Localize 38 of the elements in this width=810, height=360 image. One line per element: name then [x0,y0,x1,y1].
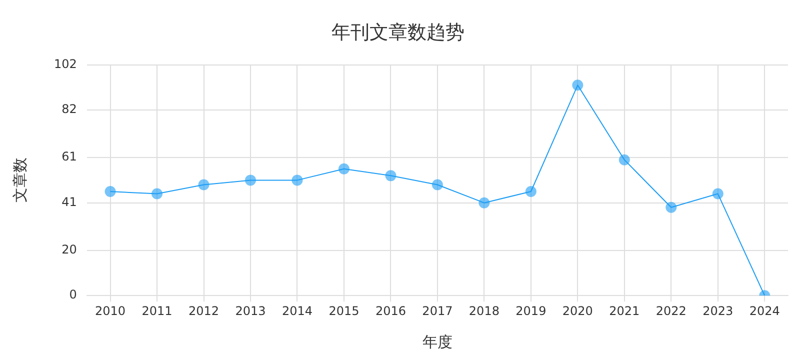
x-tick-label: 2012 [188,304,220,318]
point [198,179,210,190]
x-tick-label: 2017 [422,304,453,318]
x-axis-title: 年度 [422,332,452,351]
chart-title: 年刊文章数趋势 [332,21,464,44]
x-tick-label: 2014 [282,304,313,318]
point [152,188,163,200]
x-tick-label: 2015 [328,304,360,318]
x-tick-label: 2013 [235,304,266,318]
point [525,186,536,198]
y-axis-title: 文章数 [10,158,29,203]
point [432,179,443,190]
point [244,174,256,186]
point [478,197,490,208]
y-tick-label: 41 [62,194,77,209]
x-tick-label: 2019 [516,304,546,318]
point [385,170,396,182]
point [618,154,630,166]
point [104,186,116,198]
x-tick-label: 2024 [749,304,780,318]
x-tick-label: 2011 [142,304,172,318]
point [572,80,584,91]
x-tick-label: 2023 [702,304,734,318]
point [338,163,350,174]
y-tick-label: 20 [62,242,77,256]
x-tick-label: 2018 [468,304,500,318]
y-tick-label: 0 [69,288,77,302]
x-tick-label: 2010 [95,304,126,318]
x-tick-label: 2020 [562,304,593,318]
point [712,188,724,200]
x-tick-label: 2022 [656,304,686,318]
x-tick-label: 2021 [609,304,640,318]
x-tick-label: 2016 [375,304,406,318]
y-tick-label: 61 [62,150,77,164]
point [666,202,677,213]
point [292,174,303,186]
y-tick-label: 102 [54,56,77,71]
y-tick-label: 82 [62,102,77,116]
